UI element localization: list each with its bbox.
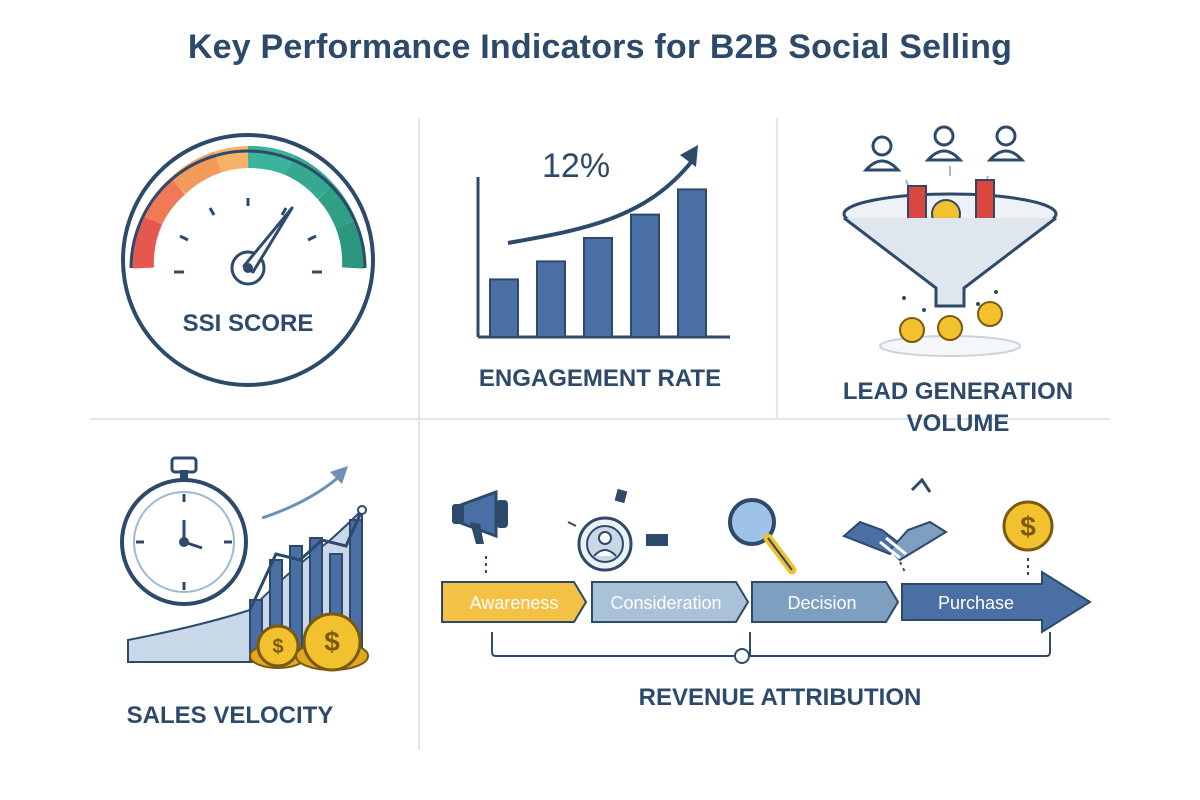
- engagement-bars: [489, 188, 707, 339]
- megaphone-icon: [452, 489, 508, 574]
- coin-icon: $: [1002, 500, 1054, 576]
- engagement-bar: [630, 213, 660, 338]
- stage-awareness: Awareness: [470, 593, 559, 613]
- lead-generation-label-line2: VOLUME: [906, 410, 1010, 437]
- coin-icon: [899, 301, 1003, 343]
- divider-vertical-bottom: [418, 420, 420, 750]
- magnifier-icon: [728, 498, 797, 575]
- lead-generation-label-line1: LEAD GENERATION: [842, 378, 1074, 405]
- sales-velocity-card: $ $ SALES VELOCITY: [110, 450, 400, 740]
- person-icon: [862, 125, 1026, 172]
- stage-decision: Decision: [787, 593, 856, 613]
- divider-vertical-right: [776, 118, 778, 418]
- ssi-score-card: SSI SCORE: [100, 120, 400, 400]
- revenue-attribution-card: $ Awareness Consideration Decision Purch…: [430, 470, 1110, 740]
- engagement-bar: [489, 278, 519, 338]
- coin-icon: $ $: [249, 612, 369, 672]
- coin-symbol: $: [272, 636, 283, 658]
- profile-icon: [567, 488, 668, 572]
- engagement-bar: [536, 260, 566, 338]
- coin-symbol: $: [1020, 511, 1036, 542]
- engagement-rate-label: ENGAGEMENT RATE: [478, 365, 722, 392]
- engagement-rate-card: 12% ENGAGEMENT RATE: [430, 125, 770, 410]
- sales-velocity-label: SALES VELOCITY: [126, 702, 334, 729]
- revenue-icons: $: [452, 477, 1054, 576]
- stage-purchase: Purchase: [938, 593, 1014, 613]
- lead-generation-card: LEAD GENERATION VOLUME: [800, 118, 1100, 437]
- funnel-icon: [842, 125, 1058, 357]
- attribution-bracket: [491, 632, 1051, 657]
- bar-chart-icon: 12%: [476, 145, 730, 339]
- handshake-icon: [842, 477, 948, 575]
- gauge-needle: [230, 206, 294, 286]
- divider-vertical-top: [418, 118, 420, 418]
- engagement-value: 12%: [542, 147, 610, 185]
- engagement-bar: [583, 237, 613, 338]
- stage-consideration: Consideration: [610, 593, 721, 613]
- engagement-bar: [677, 188, 707, 339]
- customer-journey-arrow: Awareness Consideration Decision Purchas…: [441, 570, 1092, 664]
- page-title: Key Performance Indicators for B2B Socia…: [187, 28, 1013, 66]
- revenue-attribution-label: REVENUE ATTRIBUTION: [638, 684, 922, 711]
- coin-symbol: $: [324, 626, 340, 657]
- gauge-arc: [131, 146, 365, 269]
- gauge-icon: [121, 133, 375, 387]
- stopwatch-icon: $ $: [120, 456, 369, 672]
- divider-horizontal: [90, 418, 1110, 420]
- ssi-score-label: SSI SCORE: [182, 310, 314, 337]
- trend-arrow-icon: [507, 159, 694, 245]
